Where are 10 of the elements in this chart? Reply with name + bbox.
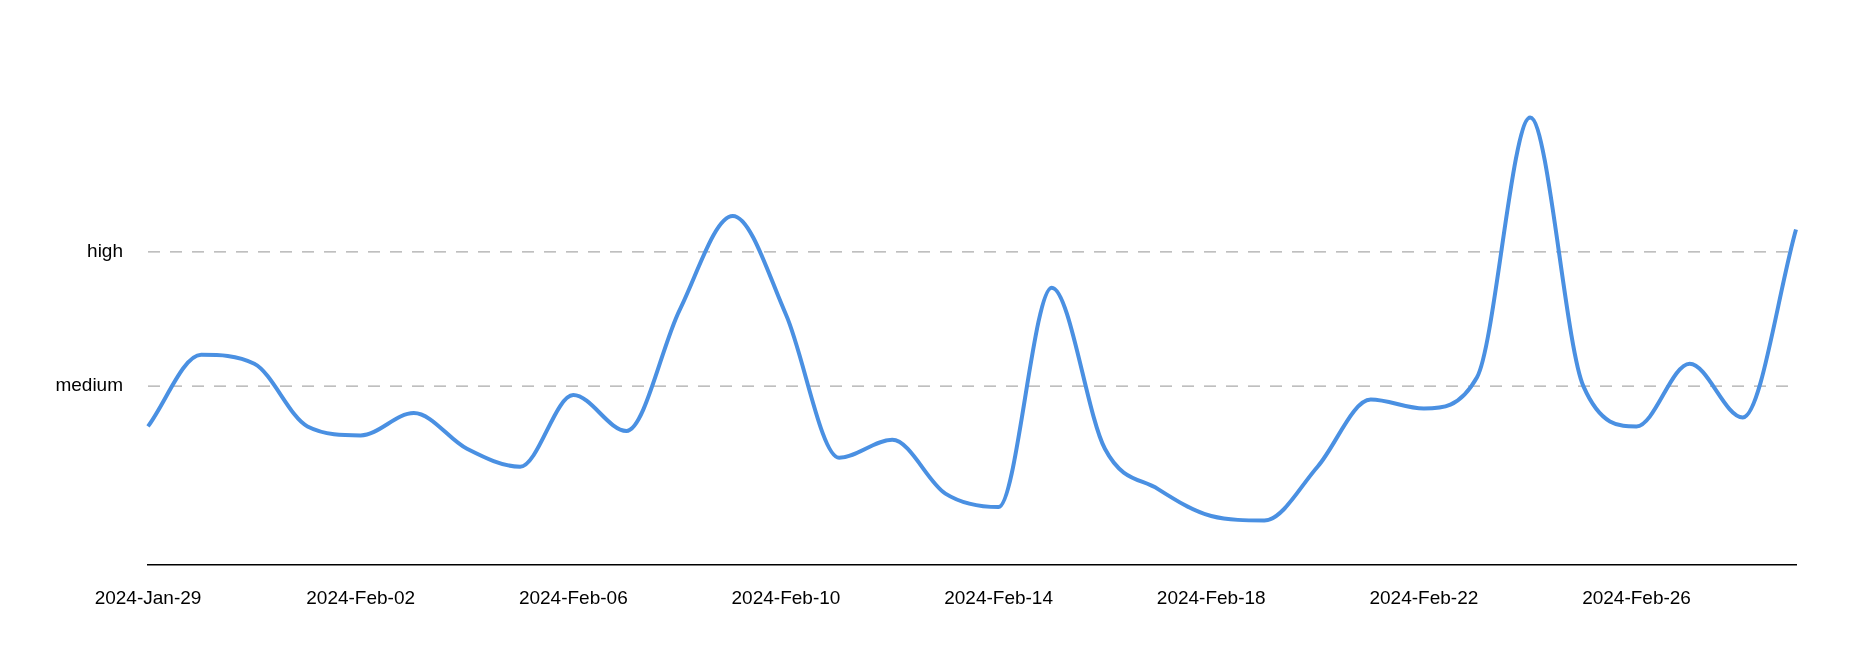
x-tick-label: 2024-Feb-06 [518,586,628,608]
x-tick-label: 2024-Feb-02 [306,586,416,608]
ref-line-label: medium [55,374,123,396]
x-tick-label: 2024-Feb-14 [944,586,1054,608]
x-tick-label: 2024-Feb-22 [1369,586,1479,608]
ref-line-label: high [87,240,123,262]
x-tick-label: 2024-Feb-18 [1156,586,1266,608]
x-tick-label: 2024-Feb-10 [731,586,841,608]
x-tick-label: 2024-Feb-26 [1582,586,1691,608]
x-tick-label: 2024-Jan-29 [94,586,202,608]
